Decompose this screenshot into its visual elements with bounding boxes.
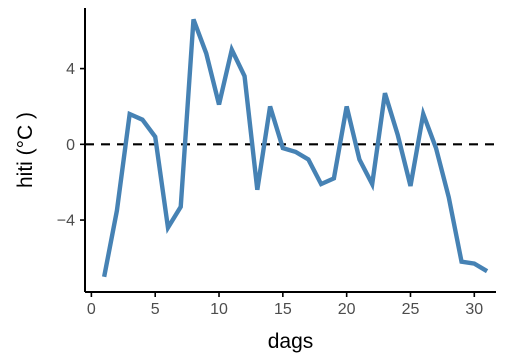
axes-group (84, 8, 496, 293)
x-axis-title: dags (268, 330, 314, 353)
temperature-series-line (101, 18, 489, 278)
x-tick-label: 0 (87, 301, 96, 318)
y-tick-label: 0 (66, 137, 75, 154)
y-tick-label: −4 (57, 213, 75, 230)
y-tick-label: 4 (66, 61, 75, 78)
x-tick-label: 30 (465, 301, 483, 318)
x-tick-label: 5 (151, 301, 160, 318)
series-group (101, 18, 489, 278)
x-tick-label: 10 (210, 301, 228, 318)
y-ticks-group: 4 0 −4 (57, 61, 85, 230)
y-axis-title: hiti (°C ) (14, 112, 37, 188)
x-tick-label: 15 (274, 301, 292, 318)
x-tick-label: 25 (402, 301, 420, 318)
x-tick-label: 20 (338, 301, 356, 318)
x-ticks-group: 0 5 10 15 20 25 30 (87, 292, 483, 318)
